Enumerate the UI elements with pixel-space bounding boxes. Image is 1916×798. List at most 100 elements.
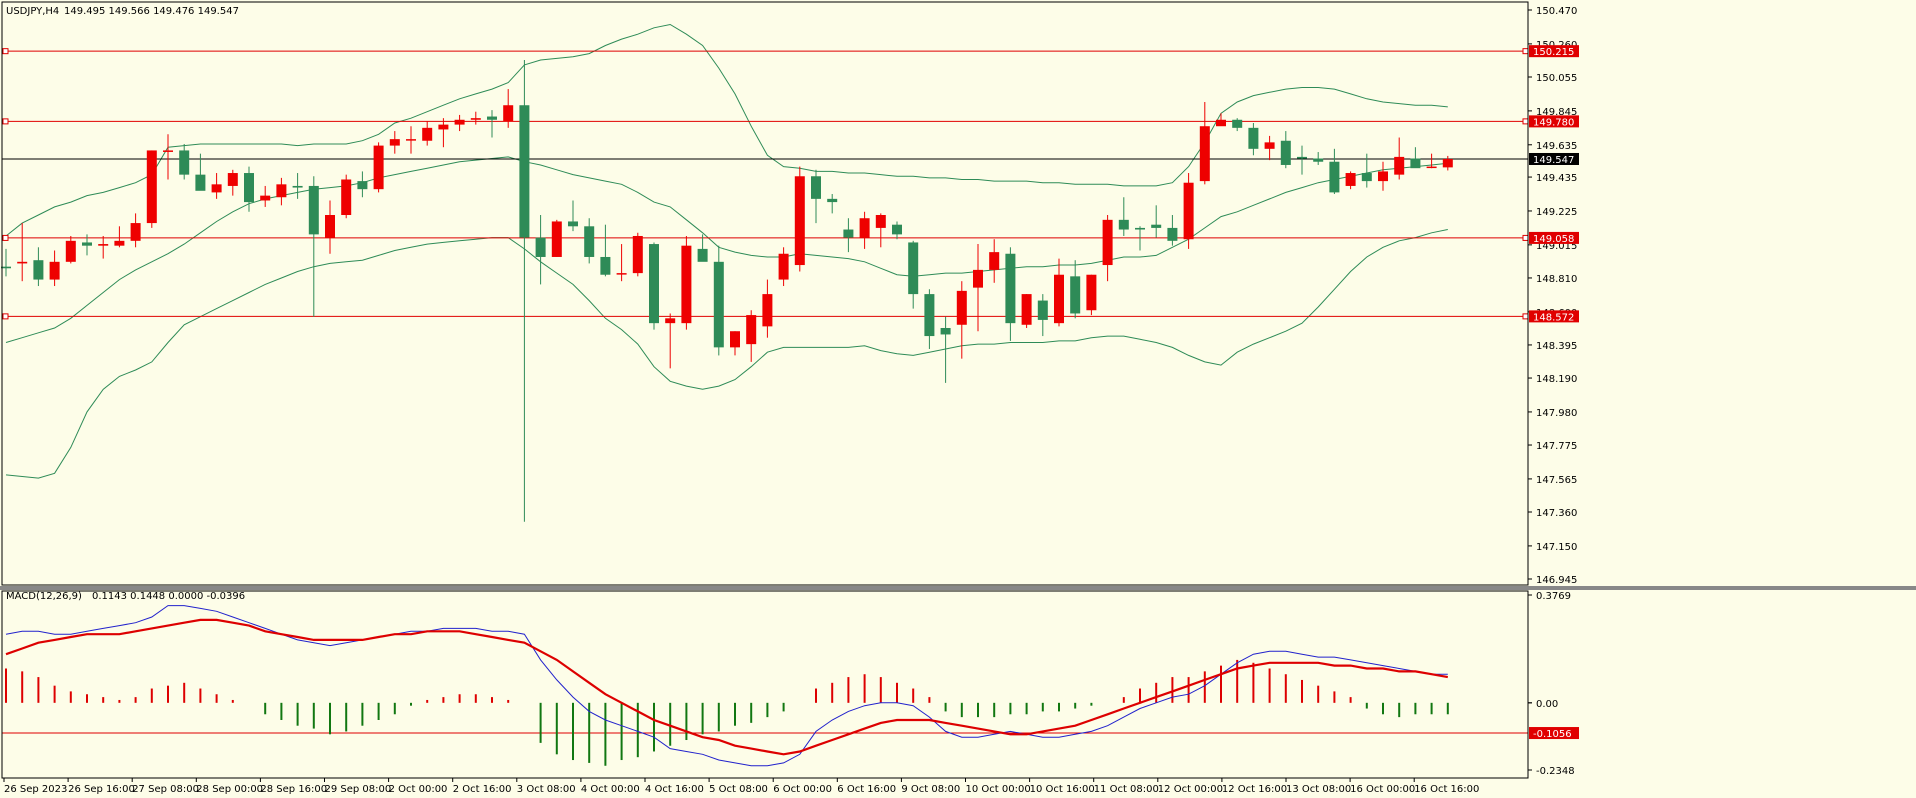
candle <box>1232 118 1243 132</box>
candle <box>600 224 611 277</box>
candle-body <box>325 215 335 238</box>
candle <box>1 248 11 277</box>
candle <box>924 289 935 349</box>
x-tick-label: 28 Sep 16:00 <box>260 784 327 795</box>
candle <box>98 235 109 259</box>
candle-body <box>1102 219 1113 266</box>
candle <box>616 244 627 282</box>
candle <box>940 316 951 383</box>
candle-body <box>1442 158 1453 168</box>
price-tick-label: 147.775 <box>1536 441 1577 452</box>
x-tick-label: 3 Oct 08:00 <box>517 784 576 795</box>
candle-body <box>1378 171 1388 182</box>
candle-body <box>632 235 643 274</box>
symbol-label: USDJPY,H4 <box>6 6 59 17</box>
price-tick-label: 150.470 <box>1536 6 1577 17</box>
candle-body <box>82 242 92 246</box>
candle <box>503 89 514 128</box>
candle <box>422 121 433 146</box>
candle-body <box>681 245 692 324</box>
candle <box>357 171 368 198</box>
candle-body <box>956 290 967 325</box>
price-tick-label: 147.150 <box>1536 542 1577 553</box>
candle-body <box>1135 227 1145 230</box>
price-tick-label: 149.635 <box>1536 141 1577 152</box>
candle-body <box>892 224 902 235</box>
candle-body <box>649 244 659 324</box>
candle <box>1280 131 1291 169</box>
macd-tick-label: 0.3769 <box>1536 591 1571 602</box>
candle-body <box>794 176 805 266</box>
candle-body <box>730 331 740 348</box>
candle-body <box>973 269 983 288</box>
candle <box>1378 161 1388 191</box>
price-tick-label: 147.360 <box>1536 508 1577 519</box>
macd-frame <box>1 590 1529 779</box>
candle-body <box>811 176 821 199</box>
candle-body <box>551 221 562 257</box>
candle-body <box>859 218 870 238</box>
hline-badge <box>1529 115 1579 128</box>
candle <box>762 279 773 338</box>
macd-tick-label: -0.2348 <box>1536 766 1575 777</box>
x-tick-label: 10 Oct 00:00 <box>966 784 1031 795</box>
candle <box>1297 145 1307 175</box>
ohlc-text: 149.495 149.566 149.476 149.547 <box>64 6 239 17</box>
candle-body <box>1280 140 1291 165</box>
candle-body <box>487 116 497 120</box>
macd-plot <box>2 605 1528 767</box>
candle <box>1086 274 1097 316</box>
candle <box>276 177 287 206</box>
candle <box>1313 152 1324 165</box>
x-tick-label: 2 Oct 16:00 <box>453 784 512 795</box>
candle <box>1054 258 1064 327</box>
candle-body <box>1345 173 1356 186</box>
candle-body <box>697 248 708 262</box>
candle <box>114 226 125 248</box>
candle-body <box>778 253 789 280</box>
candle <box>406 126 416 154</box>
candle <box>989 239 1000 283</box>
candle <box>163 134 173 180</box>
candle-body <box>49 261 60 280</box>
candle-body <box>1151 224 1162 228</box>
x-tick-label: 6 Oct 16:00 <box>837 784 896 795</box>
candle-body <box>1005 253 1016 324</box>
candle-body <box>940 327 951 335</box>
price-tick-label: 148.395 <box>1536 341 1577 352</box>
candle <box>1216 113 1226 127</box>
price-frame <box>1 1 1529 586</box>
candle-body <box>33 260 44 280</box>
candle <box>1102 215 1113 282</box>
candle <box>260 185 271 207</box>
x-tick-label: 2 Oct 00:00 <box>389 784 448 795</box>
candle-body <box>17 261 28 264</box>
candle-body <box>1361 173 1372 182</box>
candle-body <box>1216 119 1226 127</box>
hline-label: 149.058 <box>1533 234 1574 245</box>
candle <box>908 240 919 309</box>
candle-body <box>211 184 222 193</box>
candle <box>584 218 595 264</box>
candle-body <box>373 145 384 190</box>
hline-anchor <box>1522 118 1529 125</box>
candle <box>487 110 497 138</box>
candle <box>195 153 206 191</box>
macd-tick-label: 0.00 <box>1536 699 1558 710</box>
candle-body <box>341 179 352 216</box>
candle-body <box>1037 300 1048 320</box>
candle <box>1199 102 1210 185</box>
hline-anchor <box>2 234 9 241</box>
price-tick-label: 149.435 <box>1536 173 1577 184</box>
candle <box>827 194 838 214</box>
price-tick-label: 150.055 <box>1536 73 1577 84</box>
candle-body <box>568 221 578 227</box>
candle-body <box>422 127 433 141</box>
candle <box>308 176 319 317</box>
pane-divider <box>0 586 1916 590</box>
price-tick-label: 146.945 <box>1536 575 1577 586</box>
candle <box>1394 137 1405 180</box>
candle <box>146 150 157 228</box>
candle-body <box>276 184 287 198</box>
